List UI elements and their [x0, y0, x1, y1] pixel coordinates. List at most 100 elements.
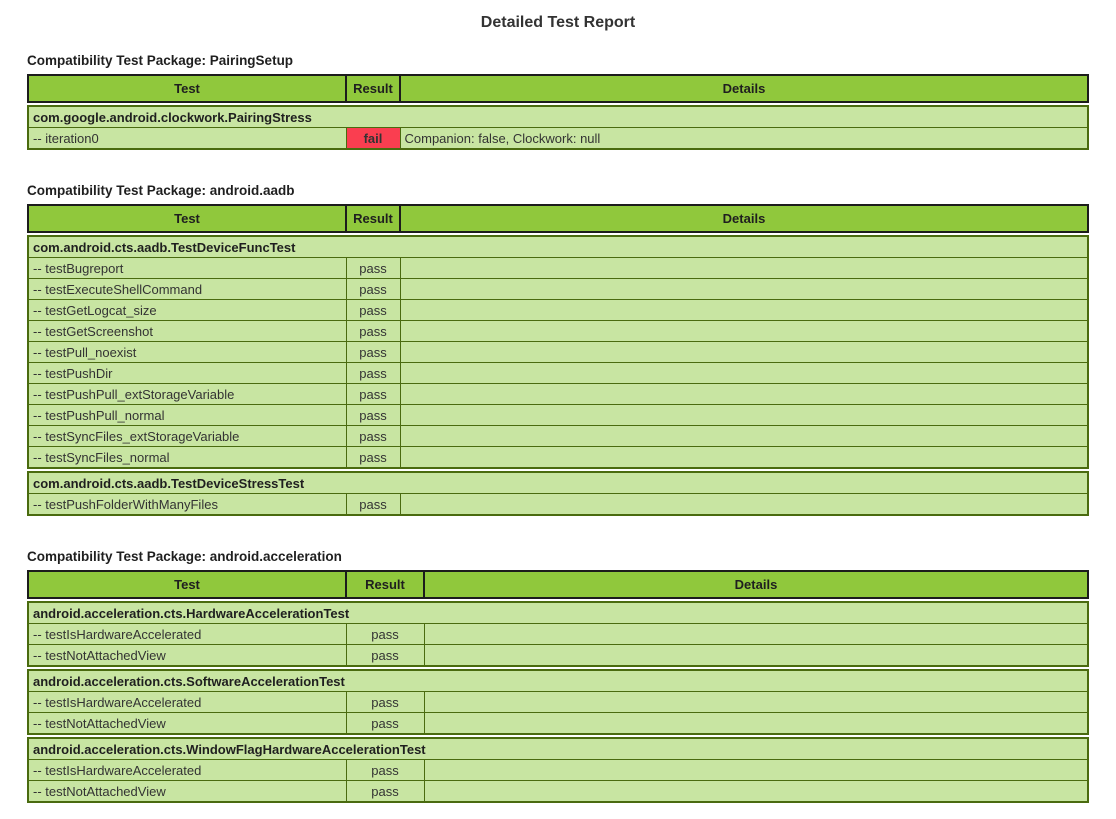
test-result-cell: pass — [345, 446, 401, 469]
test-name-cell: -- testIsHardwareAccelerated — [27, 623, 347, 645]
test-class-table: android.acceleration.cts.SoftwareAcceler… — [27, 669, 1089, 735]
package-heading: Compatibility Test Package: PairingSetup — [27, 53, 294, 68]
test-row: -- testPushPull_normal pass — [27, 404, 1089, 426]
test-details-cell — [399, 299, 1089, 321]
test-result-cell: pass — [345, 404, 401, 426]
packages-container: Compatibility Test Package: PairingSetup… — [27, 53, 1089, 803]
test-row: -- testSyncFiles_extStorageVariable pass — [27, 425, 1089, 447]
test-name-cell: -- testNotAttachedView — [27, 780, 347, 803]
test-result-cell: pass — [345, 644, 425, 667]
test-row: -- testBugreport pass — [27, 257, 1089, 279]
test-details-cell — [399, 320, 1089, 342]
test-result-cell: pass — [345, 383, 401, 405]
test-row: -- testIsHardwareAccelerated pass — [27, 623, 1089, 645]
test-name-cell: -- testSyncFiles_normal — [27, 446, 347, 469]
test-class-table: android.acceleration.cts.WindowFlagHardw… — [27, 737, 1089, 803]
test-row: -- testNotAttachedView pass — [27, 780, 1089, 803]
column-header-details: Details — [423, 570, 1089, 599]
package-heading: Compatibility Test Package: android.aadb — [27, 183, 295, 198]
test-row: -- testIsHardwareAccelerated pass — [27, 759, 1089, 781]
column-header-test: Test — [27, 74, 347, 103]
test-name-cell: -- testPushPull_extStorageVariable — [27, 383, 347, 405]
package-header-table: Test Result Details — [27, 204, 1089, 233]
column-header-result: Result — [345, 570, 425, 599]
test-class-groups: com.android.cts.aadb.TestDeviceFuncTest … — [27, 235, 1089, 516]
test-result-cell: pass — [345, 341, 401, 363]
test-class-name: com.android.cts.aadb.TestDeviceFuncTest — [27, 235, 1089, 258]
test-result-cell: pass — [345, 623, 425, 645]
column-header-test: Test — [27, 570, 347, 599]
test-details-cell — [399, 383, 1089, 405]
test-result-cell: pass — [345, 493, 401, 516]
test-row: -- testPull_noexist pass — [27, 341, 1089, 363]
test-row: -- testNotAttachedView pass — [27, 712, 1089, 735]
column-header-result: Result — [345, 204, 401, 233]
test-details-cell — [423, 712, 1089, 735]
test-details-cell — [423, 780, 1089, 803]
test-result-cell: pass — [345, 759, 425, 781]
test-class-row: android.acceleration.cts.WindowFlagHardw… — [27, 737, 1089, 760]
test-details-cell — [399, 341, 1089, 363]
test-row: -- iteration0 fail Companion: false, Clo… — [27, 127, 1089, 150]
test-details-cell — [399, 257, 1089, 279]
package-header-table: Test Result Details — [27, 74, 1089, 103]
test-row: -- testGetLogcat_size pass — [27, 299, 1089, 321]
test-name-cell: -- testPushPull_normal — [27, 404, 347, 426]
test-name-cell: -- testSyncFiles_extStorageVariable — [27, 425, 347, 447]
column-header-row: Test Result Details — [27, 570, 1089, 599]
test-name-cell: -- testPushDir — [27, 362, 347, 384]
test-name-cell: -- testPushFolderWithManyFiles — [27, 493, 347, 516]
test-class-row: android.acceleration.cts.HardwareAcceler… — [27, 601, 1089, 624]
test-class-row: com.android.cts.aadb.TestDeviceStressTes… — [27, 471, 1089, 494]
test-class-row: android.acceleration.cts.SoftwareAcceler… — [27, 669, 1089, 692]
test-class-groups: android.acceleration.cts.HardwareAcceler… — [27, 601, 1089, 803]
test-row: -- testPushFolderWithManyFiles pass — [27, 493, 1089, 516]
test-details-cell — [423, 759, 1089, 781]
column-header-result: Result — [345, 74, 401, 103]
package-header-table: Test Result Details — [27, 570, 1089, 599]
column-header-row: Test Result Details — [27, 204, 1089, 233]
column-header-details: Details — [399, 204, 1089, 233]
column-header-test: Test — [27, 204, 347, 233]
test-details-cell — [399, 362, 1089, 384]
test-row: -- testPushPull_extStorageVariable pass — [27, 383, 1089, 405]
column-header-details: Details — [399, 74, 1089, 103]
test-name-cell: -- iteration0 — [27, 127, 347, 150]
package-section: Compatibility Test Package: android.acce… — [27, 549, 1089, 803]
test-details-cell: Companion: false, Clockwork: null — [399, 127, 1089, 150]
test-details-cell — [399, 446, 1089, 469]
test-class-row: com.android.cts.aadb.TestDeviceFuncTest — [27, 235, 1089, 258]
test-class-table: com.google.android.clockwork.PairingStre… — [27, 105, 1089, 150]
test-row: -- testGetScreenshot pass — [27, 320, 1089, 342]
test-name-cell: -- testGetLogcat_size — [27, 299, 347, 321]
test-row: -- testPushDir pass — [27, 362, 1089, 384]
test-name-cell: -- testExecuteShellCommand — [27, 278, 347, 300]
test-details-cell — [399, 278, 1089, 300]
test-details-cell — [399, 493, 1089, 516]
test-name-cell: -- testPull_noexist — [27, 341, 347, 363]
package-heading: Compatibility Test Package: android.acce… — [27, 549, 342, 564]
test-result-cell: pass — [345, 257, 401, 279]
test-class-name: android.acceleration.cts.HardwareAcceler… — [27, 601, 1089, 624]
test-class-table: android.acceleration.cts.HardwareAcceler… — [27, 601, 1089, 667]
test-class-name: android.acceleration.cts.WindowFlagHardw… — [27, 737, 1089, 760]
test-result-cell: fail — [345, 127, 401, 150]
page-title: Detailed Test Report — [480, 14, 636, 31]
test-class-name: android.acceleration.cts.SoftwareAcceler… — [27, 669, 1089, 692]
test-result-cell: pass — [345, 712, 425, 735]
test-result-cell: pass — [345, 780, 425, 803]
test-result-cell: pass — [345, 299, 401, 321]
package-section: Compatibility Test Package: android.aadb… — [27, 183, 1089, 516]
package-section: Compatibility Test Package: PairingSetup… — [27, 53, 1089, 150]
test-details-cell — [399, 425, 1089, 447]
test-name-cell: -- testNotAttachedView — [27, 712, 347, 735]
test-class-name: com.android.cts.aadb.TestDeviceStressTes… — [27, 471, 1089, 494]
test-class-table: com.android.cts.aadb.TestDeviceFuncTest … — [27, 235, 1089, 469]
test-result-cell: pass — [345, 362, 401, 384]
test-row: -- testIsHardwareAccelerated pass — [27, 691, 1089, 713]
test-class-groups: com.google.android.clockwork.PairingStre… — [27, 105, 1089, 150]
test-row: -- testSyncFiles_normal pass — [27, 446, 1089, 469]
test-class-name: com.google.android.clockwork.PairingStre… — [27, 105, 1089, 128]
test-class-row: com.google.android.clockwork.PairingStre… — [27, 105, 1089, 128]
